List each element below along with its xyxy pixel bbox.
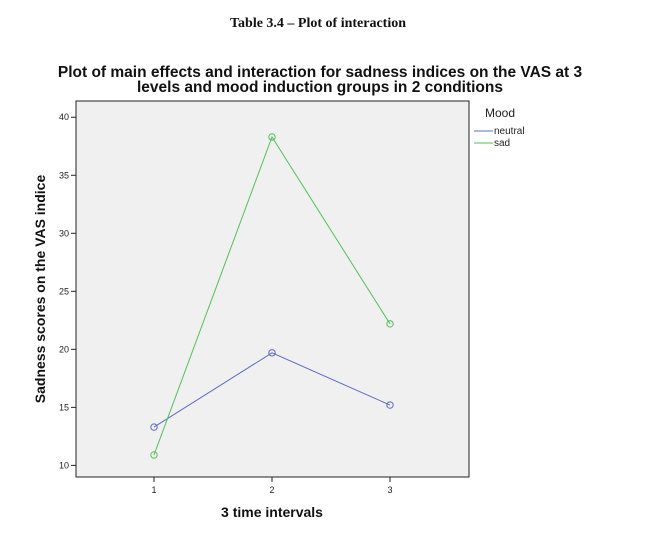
y-axis-label: Sadness scores on the VAS indice: [32, 175, 48, 404]
y-tick-label: 30: [59, 228, 69, 238]
data-point-sad: [386, 320, 394, 328]
series-line-sad: [153, 135, 391, 456]
x-axis-label: 3 time intervals: [221, 504, 323, 520]
data-point-neutral: [150, 423, 158, 431]
y-tick-label: 15: [59, 402, 69, 412]
data-point-neutral: [268, 349, 276, 357]
figure-caption: Table 3.4 – Plot of interaction: [230, 16, 406, 31]
x-tick-label: 1: [151, 485, 156, 495]
chart-title-line2: levels and mood induction groups in 2 co…: [137, 79, 503, 96]
y-tick-label: 35: [59, 170, 69, 180]
legend-label-sad: sad: [494, 138, 510, 149]
x-tick-label: 3: [387, 485, 392, 495]
y-tick-label: 10: [59, 460, 69, 470]
x-tick-label: 2: [269, 485, 274, 495]
y-tick-label: 25: [59, 286, 69, 296]
series-line-neutral: [153, 352, 391, 428]
plot-area: [75, 100, 470, 478]
y-tick-label: 40: [59, 112, 69, 122]
data-point-neutral: [386, 401, 394, 409]
data-point-sad: [150, 451, 158, 459]
chart-title: Plot of main effects and interaction for…: [58, 64, 583, 81]
data-point-sad: [268, 133, 276, 141]
legend-title: Mood: [485, 106, 515, 120]
legend-label-neutral: neutral: [494, 126, 525, 137]
y-tick-label: 20: [59, 344, 69, 354]
